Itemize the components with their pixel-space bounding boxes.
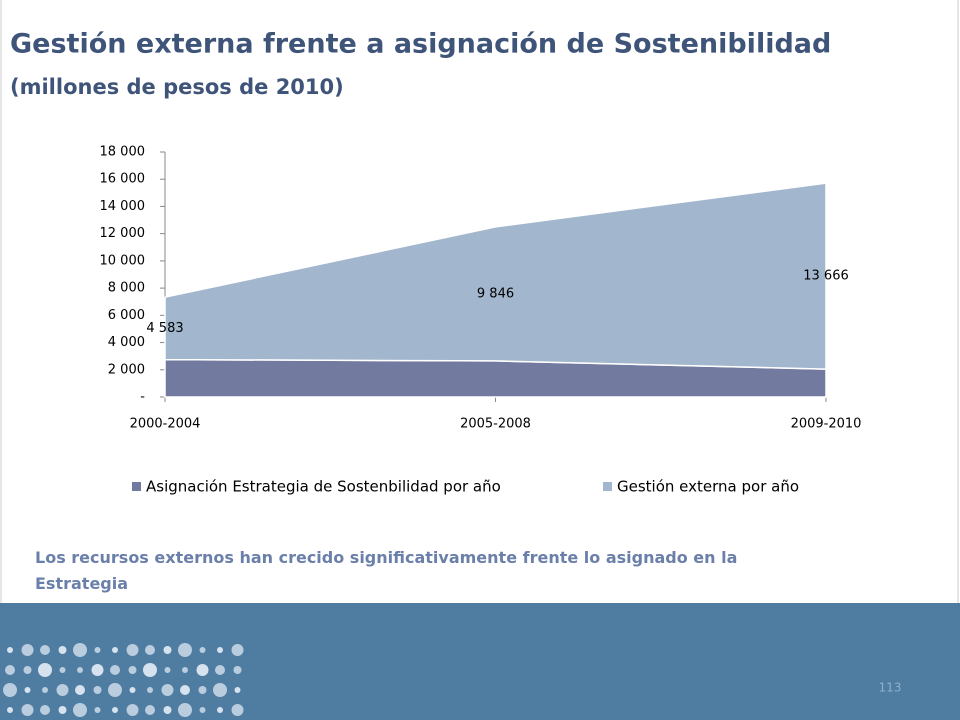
decor-dot (233, 666, 242, 674)
decor-dot (178, 703, 192, 717)
decor-dot (231, 644, 244, 656)
decor-dot (147, 687, 153, 693)
y-tick-label: 2 000 (108, 362, 145, 377)
decor-dot (94, 707, 101, 713)
legend-label: Asignación Estrategia de Sostenbilidad p… (146, 478, 501, 496)
slide-subtitle: (millones de pesos de 2010) (10, 75, 344, 99)
y-tick-label: - (140, 390, 145, 405)
x-tick-label: 2005-2008 (460, 417, 531, 432)
decor-dot (143, 663, 157, 677)
decor-dot (199, 707, 206, 713)
y-tick-label: 18 000 (100, 145, 146, 160)
footer-band (0, 603, 960, 720)
decor-dot (94, 647, 101, 653)
x-tick-label: 2009-2010 (791, 417, 862, 432)
decor-dot (23, 666, 32, 674)
decor-dot (128, 666, 137, 674)
decor-dot (21, 704, 34, 716)
decor-dot (178, 643, 192, 657)
y-tick-label: 12 000 (100, 226, 146, 241)
decor-dot (38, 663, 52, 677)
decor-dot (75, 685, 85, 695)
decor-dot (163, 646, 172, 654)
decor-dot (180, 685, 190, 695)
decor-dot (199, 647, 206, 653)
decor-dot (213, 683, 227, 697)
y-tick-label: 16 000 (100, 172, 146, 187)
legend-swatch (603, 482, 612, 491)
decor-dot (198, 686, 207, 694)
decor-dot (129, 687, 136, 693)
area (164, 182, 827, 370)
data-label: 9 846 (477, 286, 514, 301)
decor-dot (7, 707, 13, 713)
decor-dot (231, 704, 244, 716)
decor-dot (91, 664, 104, 676)
data-label: 13 666 (803, 269, 849, 284)
decor-dot (182, 667, 188, 673)
decor-dot (42, 687, 48, 693)
decor-dot (93, 686, 102, 694)
decor-dot (112, 647, 118, 653)
decor-dot (77, 667, 83, 673)
decor-dot (126, 644, 139, 656)
decor-dot (215, 665, 225, 675)
decor-dot (145, 645, 155, 655)
decor-dot (73, 703, 87, 717)
decor-dot (196, 664, 209, 676)
caption: Los recursos externos han crecido signif… (35, 548, 738, 593)
decor-dot (112, 707, 118, 713)
footer-decoration (3, 643, 244, 717)
decor-dot (161, 684, 174, 696)
x-tick-label: 2000-2004 (130, 417, 201, 432)
decor-dot (59, 667, 66, 673)
decor-dot (234, 687, 241, 693)
page-number: 113 (879, 681, 902, 695)
decor-dot (24, 687, 31, 693)
decor-dot (58, 706, 67, 714)
decor-dot (163, 706, 172, 714)
decor-dot (7, 647, 13, 653)
y-tick-label: 4 000 (108, 335, 145, 350)
decor-dot (5, 665, 15, 675)
decor-dot (3, 683, 17, 697)
slide-title: Gestión externa frente a asignación de S… (10, 29, 831, 60)
y-tick-label: 8 000 (108, 281, 145, 296)
decor-dot (56, 684, 69, 696)
decor-dot (126, 704, 139, 716)
decor-dot (110, 665, 120, 675)
decor-dot (217, 647, 223, 653)
legend-swatch (132, 482, 141, 491)
data-label: 4 583 (146, 321, 183, 336)
y-tick-label: 6 000 (108, 308, 145, 323)
decor-dot (40, 645, 50, 655)
decor-dot (73, 643, 87, 657)
decor-dot (217, 707, 223, 713)
legend-label: Gestión externa por año (617, 478, 799, 496)
decor-dot (58, 646, 67, 654)
decor-dot (145, 705, 155, 715)
decor-dot (40, 705, 50, 715)
decor-dot (164, 667, 171, 673)
y-tick-label: 10 000 (100, 253, 146, 268)
y-tick-label: 14 000 (100, 199, 146, 214)
decor-dot (21, 644, 34, 656)
decor-dot (108, 683, 122, 697)
